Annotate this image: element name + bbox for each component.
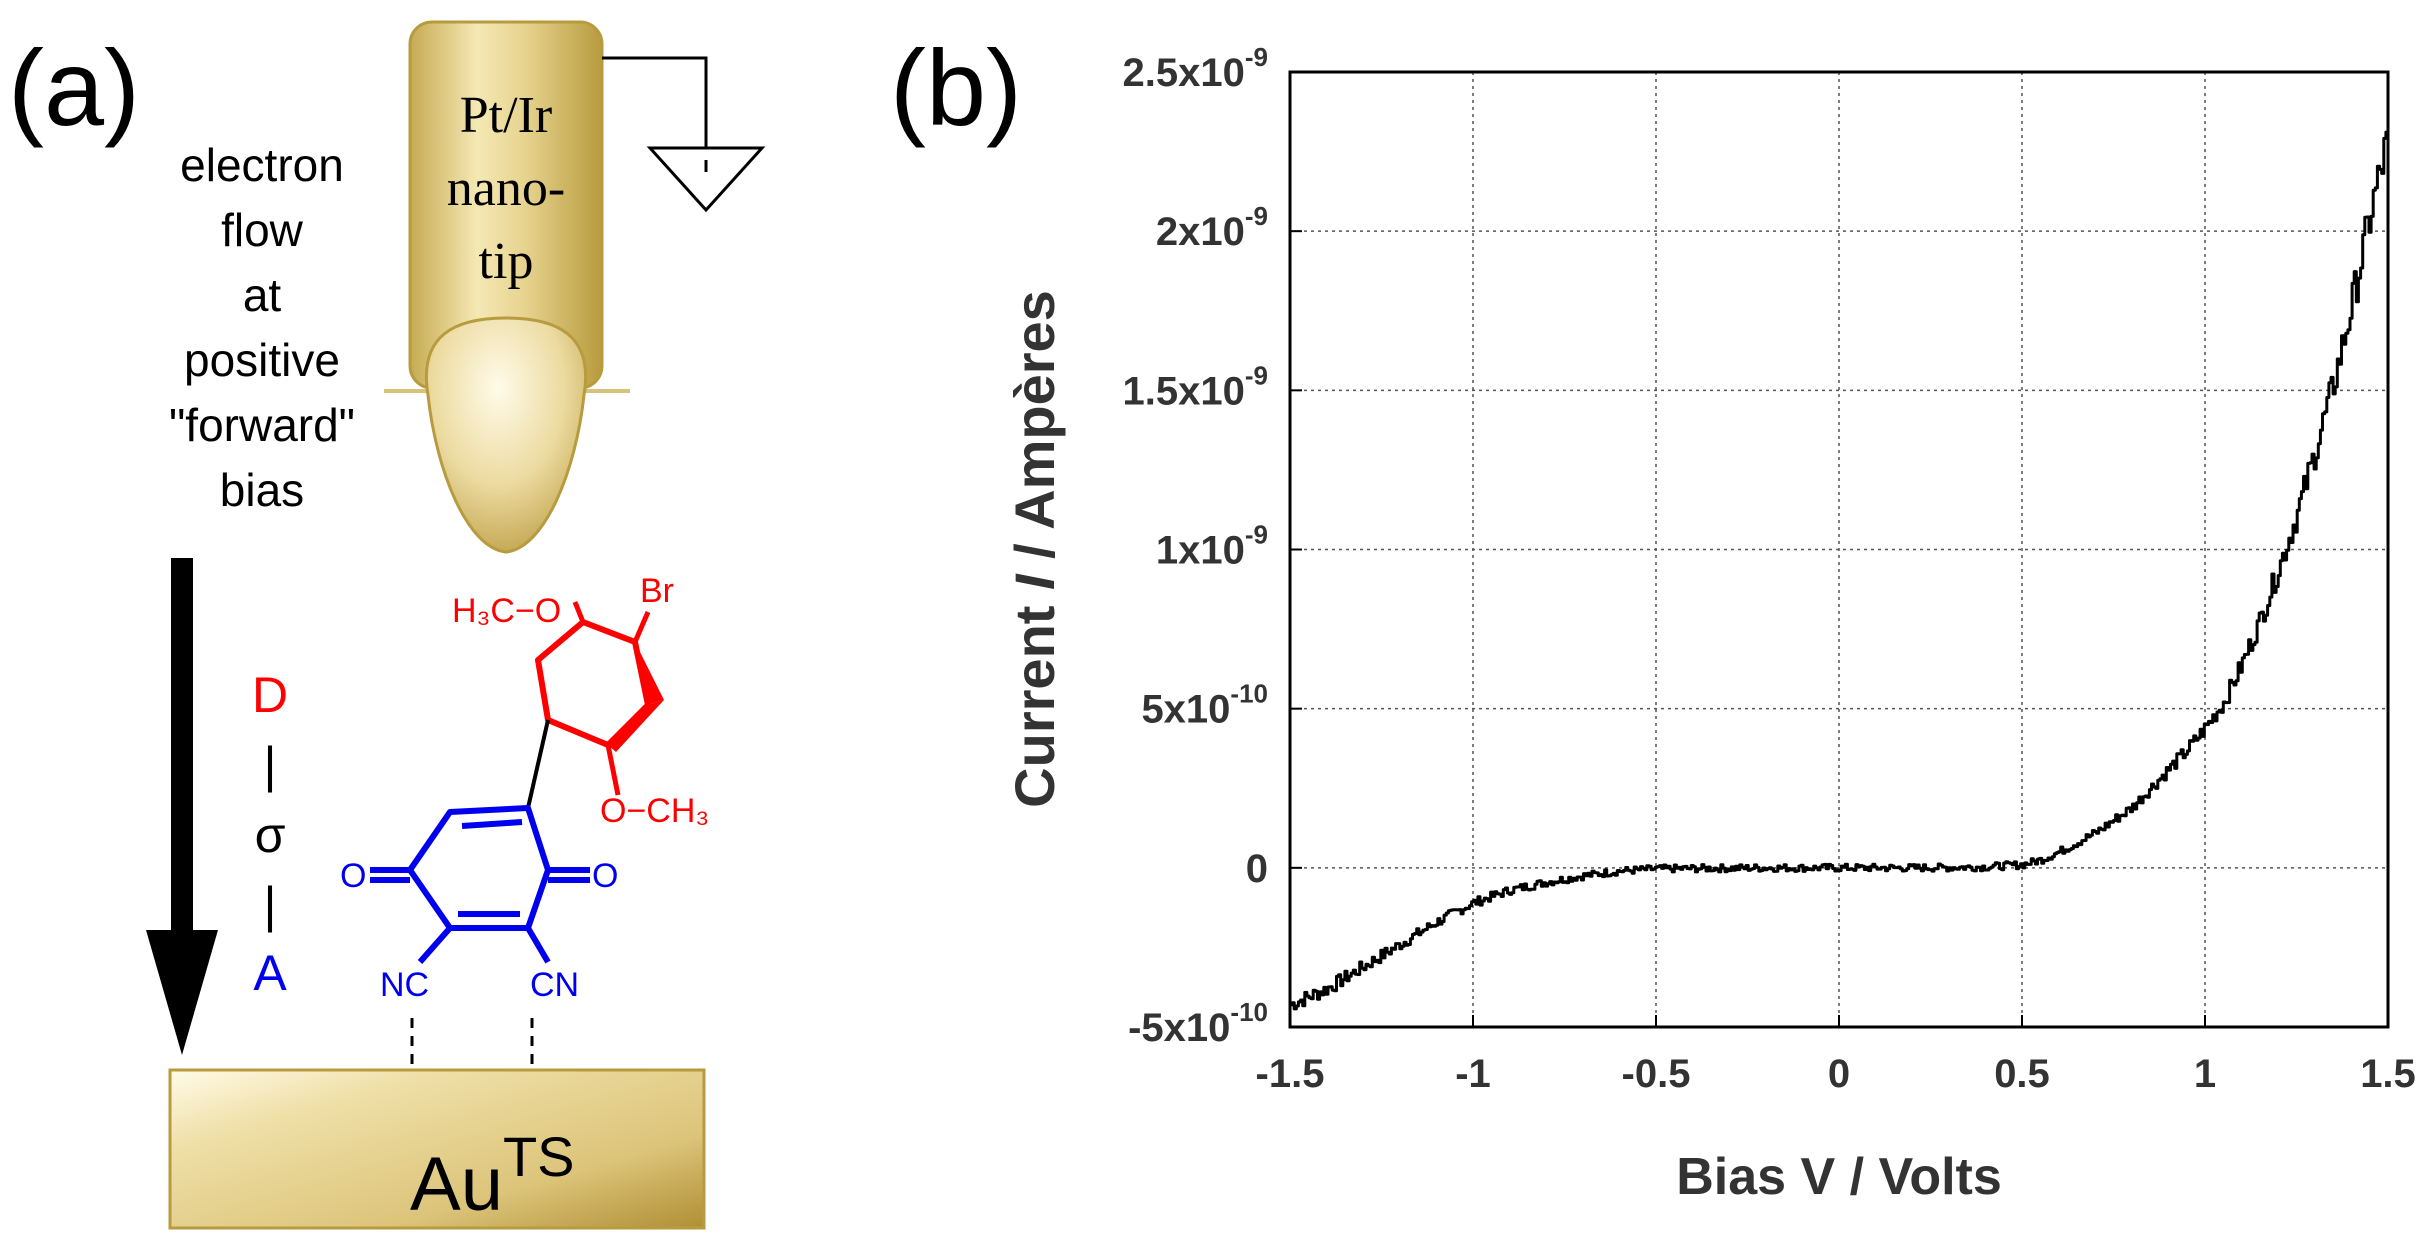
tip-label-line-1: Pt/Ir bbox=[460, 87, 552, 144]
x-tick-label: 1 bbox=[2194, 1052, 2216, 1096]
panel-b-label: (b) bbox=[890, 27, 1022, 148]
electron-flow-arrow bbox=[146, 558, 218, 1055]
donor-moiety: H₃C−O Br O−CH₃ bbox=[452, 572, 709, 830]
y-tick-label: -5x10-10 bbox=[1128, 997, 1268, 1050]
flow-text-line: positive bbox=[184, 334, 340, 386]
y-tick-label: 2.5x10-9 bbox=[1123, 42, 1268, 95]
y-tick-label: 1.5x10-9 bbox=[1123, 360, 1268, 413]
y-tick-mantissa: 2x10 bbox=[1156, 210, 1245, 254]
chart-series bbox=[1290, 118, 2390, 1011]
x-tick-label: -0.5 bbox=[1622, 1052, 1691, 1096]
donor-letter: D bbox=[252, 667, 288, 723]
y-tick-mantissa: 1.5x10 bbox=[1123, 369, 1245, 413]
bridge-line-top: | bbox=[264, 737, 277, 793]
acceptor-labels: O O NC CN bbox=[340, 857, 618, 1004]
y-tick-exponent: -9 bbox=[1245, 201, 1268, 231]
y-tick-exponent: -9 bbox=[1245, 520, 1268, 550]
y-tick-exponent: -10 bbox=[1230, 997, 1268, 1027]
y-tick-exponent: -9 bbox=[1245, 42, 1268, 72]
electron-flow-text: electron flow at positive "forward" bias bbox=[169, 139, 355, 516]
y-axis-label: Current I / Ampères bbox=[1003, 290, 1066, 808]
gold-substrate bbox=[168, 1068, 706, 1230]
nano-tip: Pt/Ir nano- tip bbox=[384, 20, 630, 554]
acceptor-moiety bbox=[370, 805, 590, 964]
tip-label-line-2: nano- bbox=[447, 160, 565, 217]
x-axis-ticks: -1.5 -1 -0.5 0 0.5 1 1.5 bbox=[1256, 1015, 2416, 1096]
sigma-bridge-bond bbox=[526, 719, 550, 809]
oxo-right-label: O bbox=[592, 857, 618, 895]
nitrile-left-label: NC bbox=[380, 966, 429, 1004]
substrate-base: Au bbox=[410, 1142, 503, 1227]
plot-frame bbox=[1288, 70, 2390, 1029]
flow-text-line: at bbox=[243, 269, 282, 321]
bromo-label: Br bbox=[640, 572, 674, 610]
flow-text-line: "forward" bbox=[169, 399, 355, 451]
x-axis-label: Bias V / Volts bbox=[1676, 1148, 2002, 1206]
chart-grid bbox=[1290, 72, 2388, 1027]
iv-chart: -1.5 -1 -0.5 0 0.5 1 1.5 -5x10-1005x10-101x10-… bbox=[1123, 42, 2416, 1096]
flow-text-line: flow bbox=[221, 204, 304, 256]
y-tick-exponent: -9 bbox=[1245, 360, 1268, 390]
x-tick-label: 0 bbox=[1828, 1052, 1850, 1096]
flow-text-line: electron bbox=[180, 139, 344, 191]
bridge-line-bottom: | bbox=[264, 877, 277, 933]
y-tick-mantissa: 5x10 bbox=[1141, 688, 1230, 732]
oxo-left-label: O bbox=[340, 857, 366, 895]
nitrile-right-label: CN bbox=[530, 966, 579, 1004]
iv-curve-line bbox=[1290, 118, 2390, 1011]
x-tick-label: 1.5 bbox=[2360, 1052, 2416, 1096]
x-tick-label: -1.5 bbox=[1256, 1052, 1325, 1096]
ground-symbol bbox=[602, 56, 766, 213]
y-tick-mantissa: 0 bbox=[1246, 847, 1268, 891]
substrate-superscript: TS bbox=[503, 1125, 575, 1188]
tip-apex bbox=[425, 316, 587, 554]
y-tick-mantissa: 2.5x10 bbox=[1123, 51, 1245, 95]
panel-a-label: (a) bbox=[8, 27, 140, 148]
panel-a: (a) Pt/Ir nano- tip electron flow at pos… bbox=[8, 20, 766, 1230]
substrate-label: AuTS bbox=[410, 1125, 575, 1227]
y-axis-ticks: -5x10-1005x10-101x10-91.5x10-92x10-92.5x… bbox=[1123, 42, 1302, 1050]
acceptor-letter: A bbox=[253, 945, 287, 1001]
methoxy-bottom-label: O−CH₃ bbox=[600, 792, 709, 830]
y-tick-label: 2x10-9 bbox=[1156, 201, 1268, 254]
y-tick-mantissa: -5x10 bbox=[1128, 1006, 1230, 1050]
x-tick-label: -1 bbox=[1455, 1052, 1491, 1096]
panel-b: (b) -1.5 -1 -0.5 0 0.5 1 1.5 -5x10-1005x10-101… bbox=[890, 27, 2416, 1206]
flow-text-line: bias bbox=[220, 464, 304, 516]
y-axis-label-post: / Ampères bbox=[1003, 290, 1066, 574]
tip-label-line-3: tip bbox=[479, 233, 534, 290]
y-axis-label-italic: I bbox=[1003, 573, 1066, 590]
y-tick-label: 5x10-10 bbox=[1141, 679, 1268, 732]
y-tick-exponent: -10 bbox=[1230, 679, 1268, 709]
sigma-letter: σ bbox=[255, 807, 286, 863]
x-tick-label: 0.5 bbox=[1994, 1052, 2050, 1096]
y-axis-label-pre: Current bbox=[1003, 590, 1066, 808]
y-tick-label: 1x10-9 bbox=[1156, 520, 1268, 573]
methoxy-top-label: H₃C−O bbox=[452, 592, 561, 630]
y-tick-label: 0 bbox=[1246, 847, 1268, 891]
y-tick-mantissa: 1x10 bbox=[1156, 529, 1245, 573]
dsa-label: D | σ | A bbox=[252, 667, 288, 1001]
